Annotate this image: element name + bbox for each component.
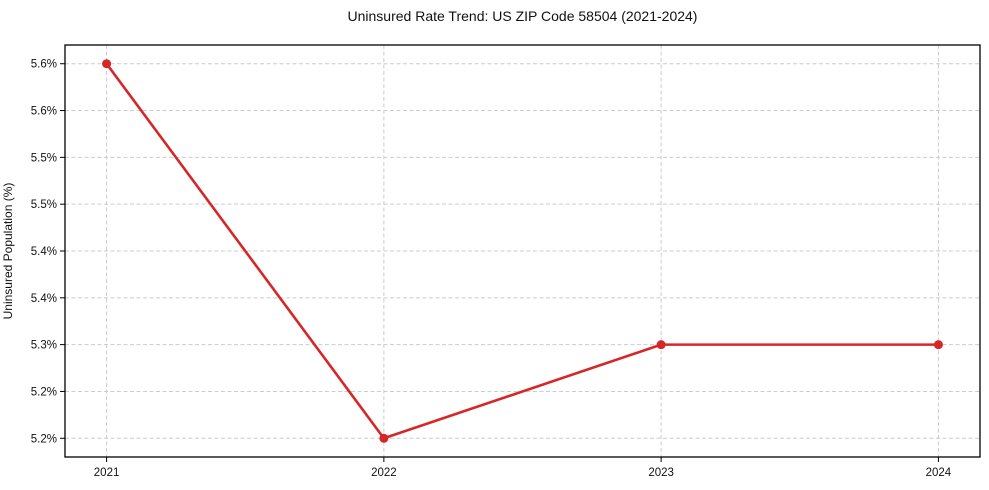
data-point-marker [102,59,112,69]
y-tick-label: 5.6% [31,106,57,118]
data-point-marker [379,433,389,443]
x-tick-label: 2021 [94,467,120,479]
x-tick-label: 2023 [648,467,674,479]
y-tick-label: 5.5% [31,152,57,164]
chart-title: Uninsured Rate Trend: US ZIP Code 58504 … [347,8,698,24]
x-tick-label: 2024 [926,467,952,479]
y-tick-label: 5.4% [31,246,57,258]
plot-border [64,44,981,458]
y-tick-label: 5.6% [31,59,57,71]
data-point-marker [933,340,943,350]
y-tick-label: 5.3% [31,340,57,352]
x-tick-label: 2022 [371,467,397,479]
y-tick-label: 5.2% [31,386,57,398]
y-tick-label: 5.5% [31,199,57,211]
trend-line [105,62,940,440]
y-tick-label: 5.4% [31,293,57,305]
y-tick-label: 5.2% [31,433,57,445]
data-point-marker [656,340,666,350]
